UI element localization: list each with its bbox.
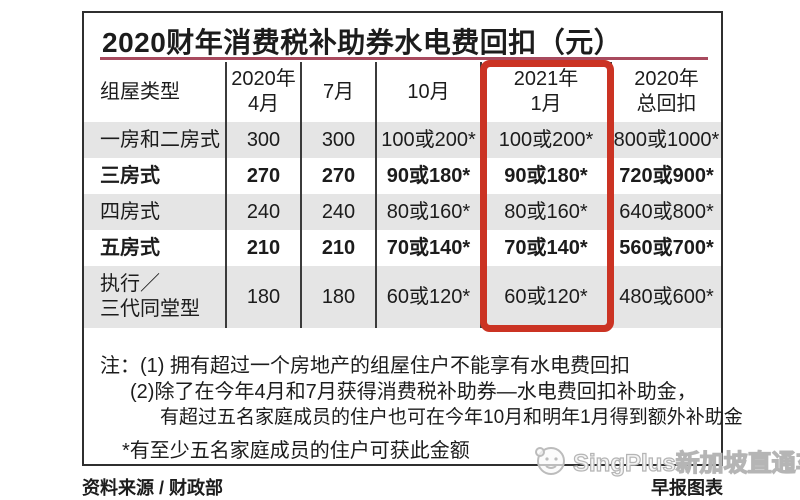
table-cell: 210 <box>225 230 300 266</box>
highlight-box-2021-jan-column <box>480 60 614 332</box>
header-cell-2021-jan: 2021年 1月 <box>480 62 610 122</box>
table-row-5-room: 五房式 210 210 70或140* 70或140* 560或700* <box>84 230 721 266</box>
table-cell: 300 <box>225 122 300 158</box>
note-line-3: 有超过五名家庭成员的住户也可在今年10月和明年1月得到额外补助金 <box>160 407 743 428</box>
table-cell: 270 <box>300 158 375 194</box>
table-row-exec-3gen: 执行／ 三代同堂型 180 180 60或120* 60或120* 480或60… <box>84 266 721 328</box>
title-underline <box>100 57 708 60</box>
table-cell: 720或900* <box>610 158 721 194</box>
table-cell: 270 <box>225 158 300 194</box>
table-cell: 800或1000* <box>610 122 721 158</box>
table-cell: 90或180* <box>375 158 480 194</box>
data-source: 资料来源 / 财政部 <box>82 478 224 498</box>
header-cell-housing-type: 组屋类型 <box>100 80 180 103</box>
chart-credit: 早报图表 <box>651 478 723 498</box>
infographic-frame: 2020财年消费税补助券水电费回扣（元） 组屋类型 2020年 4月 7月 10月… <box>82 11 743 466</box>
row-label: 执行／ 三代同堂型 <box>100 273 200 320</box>
table-cell: 70或140* <box>375 230 480 266</box>
table-header-row: 组屋类型 2020年 4月 7月 10月 2021年 1月 2020年 总回扣 <box>84 62 721 122</box>
rebate-table: 组屋类型 2020年 4月 7月 10月 2021年 1月 2020年 总回扣 一房和… <box>84 62 721 328</box>
row-label: 三房式 <box>100 164 160 187</box>
table-cell: 240 <box>225 194 300 230</box>
note-line-2: (2)除了在今年4月和7月获得消费税补助券—水电费回扣补助金， <box>130 381 697 403</box>
table-cell: 300 <box>300 122 375 158</box>
table-row-3-room: 三房式 270 270 90或180* 90或180* 720或900* <box>84 158 721 194</box>
table-cell: 480或600* <box>610 266 721 328</box>
table-cell: 60或120* <box>375 266 480 328</box>
singplus-logo-icon <box>535 447 565 475</box>
table-cell: 100或200* <box>375 122 480 158</box>
row-label: 一房和二房式 <box>100 128 220 151</box>
table-cell: 180 <box>300 266 375 328</box>
table-row-4-room: 四房式 240 240 80或160* 80或160* 640或800* <box>84 194 721 230</box>
header-cell-2020-apr: 2020年 4月 <box>225 62 300 122</box>
page-title: 2020财年消费税补助券水电费回扣（元） <box>102 27 623 58</box>
header-cell-2020-total: 2020年 总回扣 <box>610 62 721 122</box>
source-credit-row: 资料来源 / 财政部 早报图表 <box>82 474 723 500</box>
row-label: 四房式 <box>100 200 160 223</box>
table-cell: 560或700* <box>610 230 721 266</box>
table-row-1-2-room: 一房和二房式 300 300 100或200* 100或200* 800或100… <box>84 122 721 158</box>
note-line-1: 注：(1) 拥有超过一个房地产的组屋住户不能享有水电费回扣 <box>100 355 630 377</box>
row-label: 五房式 <box>100 236 160 259</box>
table-cell: 240 <box>300 194 375 230</box>
watermark: SingPlus新加坡直通车 <box>532 442 800 478</box>
table-cell: 180 <box>225 266 300 328</box>
header-cell-jul: 7月 <box>300 62 375 122</box>
asterisk-footnote: *有至少五名家庭成员的住户可获此金额 <box>122 440 470 462</box>
table-cell: 80或160* <box>375 194 480 230</box>
watermark-text: SingPlus新加坡直通车 <box>572 449 800 477</box>
header-cell-oct: 10月 <box>375 62 480 122</box>
table-cell: 210 <box>300 230 375 266</box>
table-cell: 640或800* <box>610 194 721 230</box>
